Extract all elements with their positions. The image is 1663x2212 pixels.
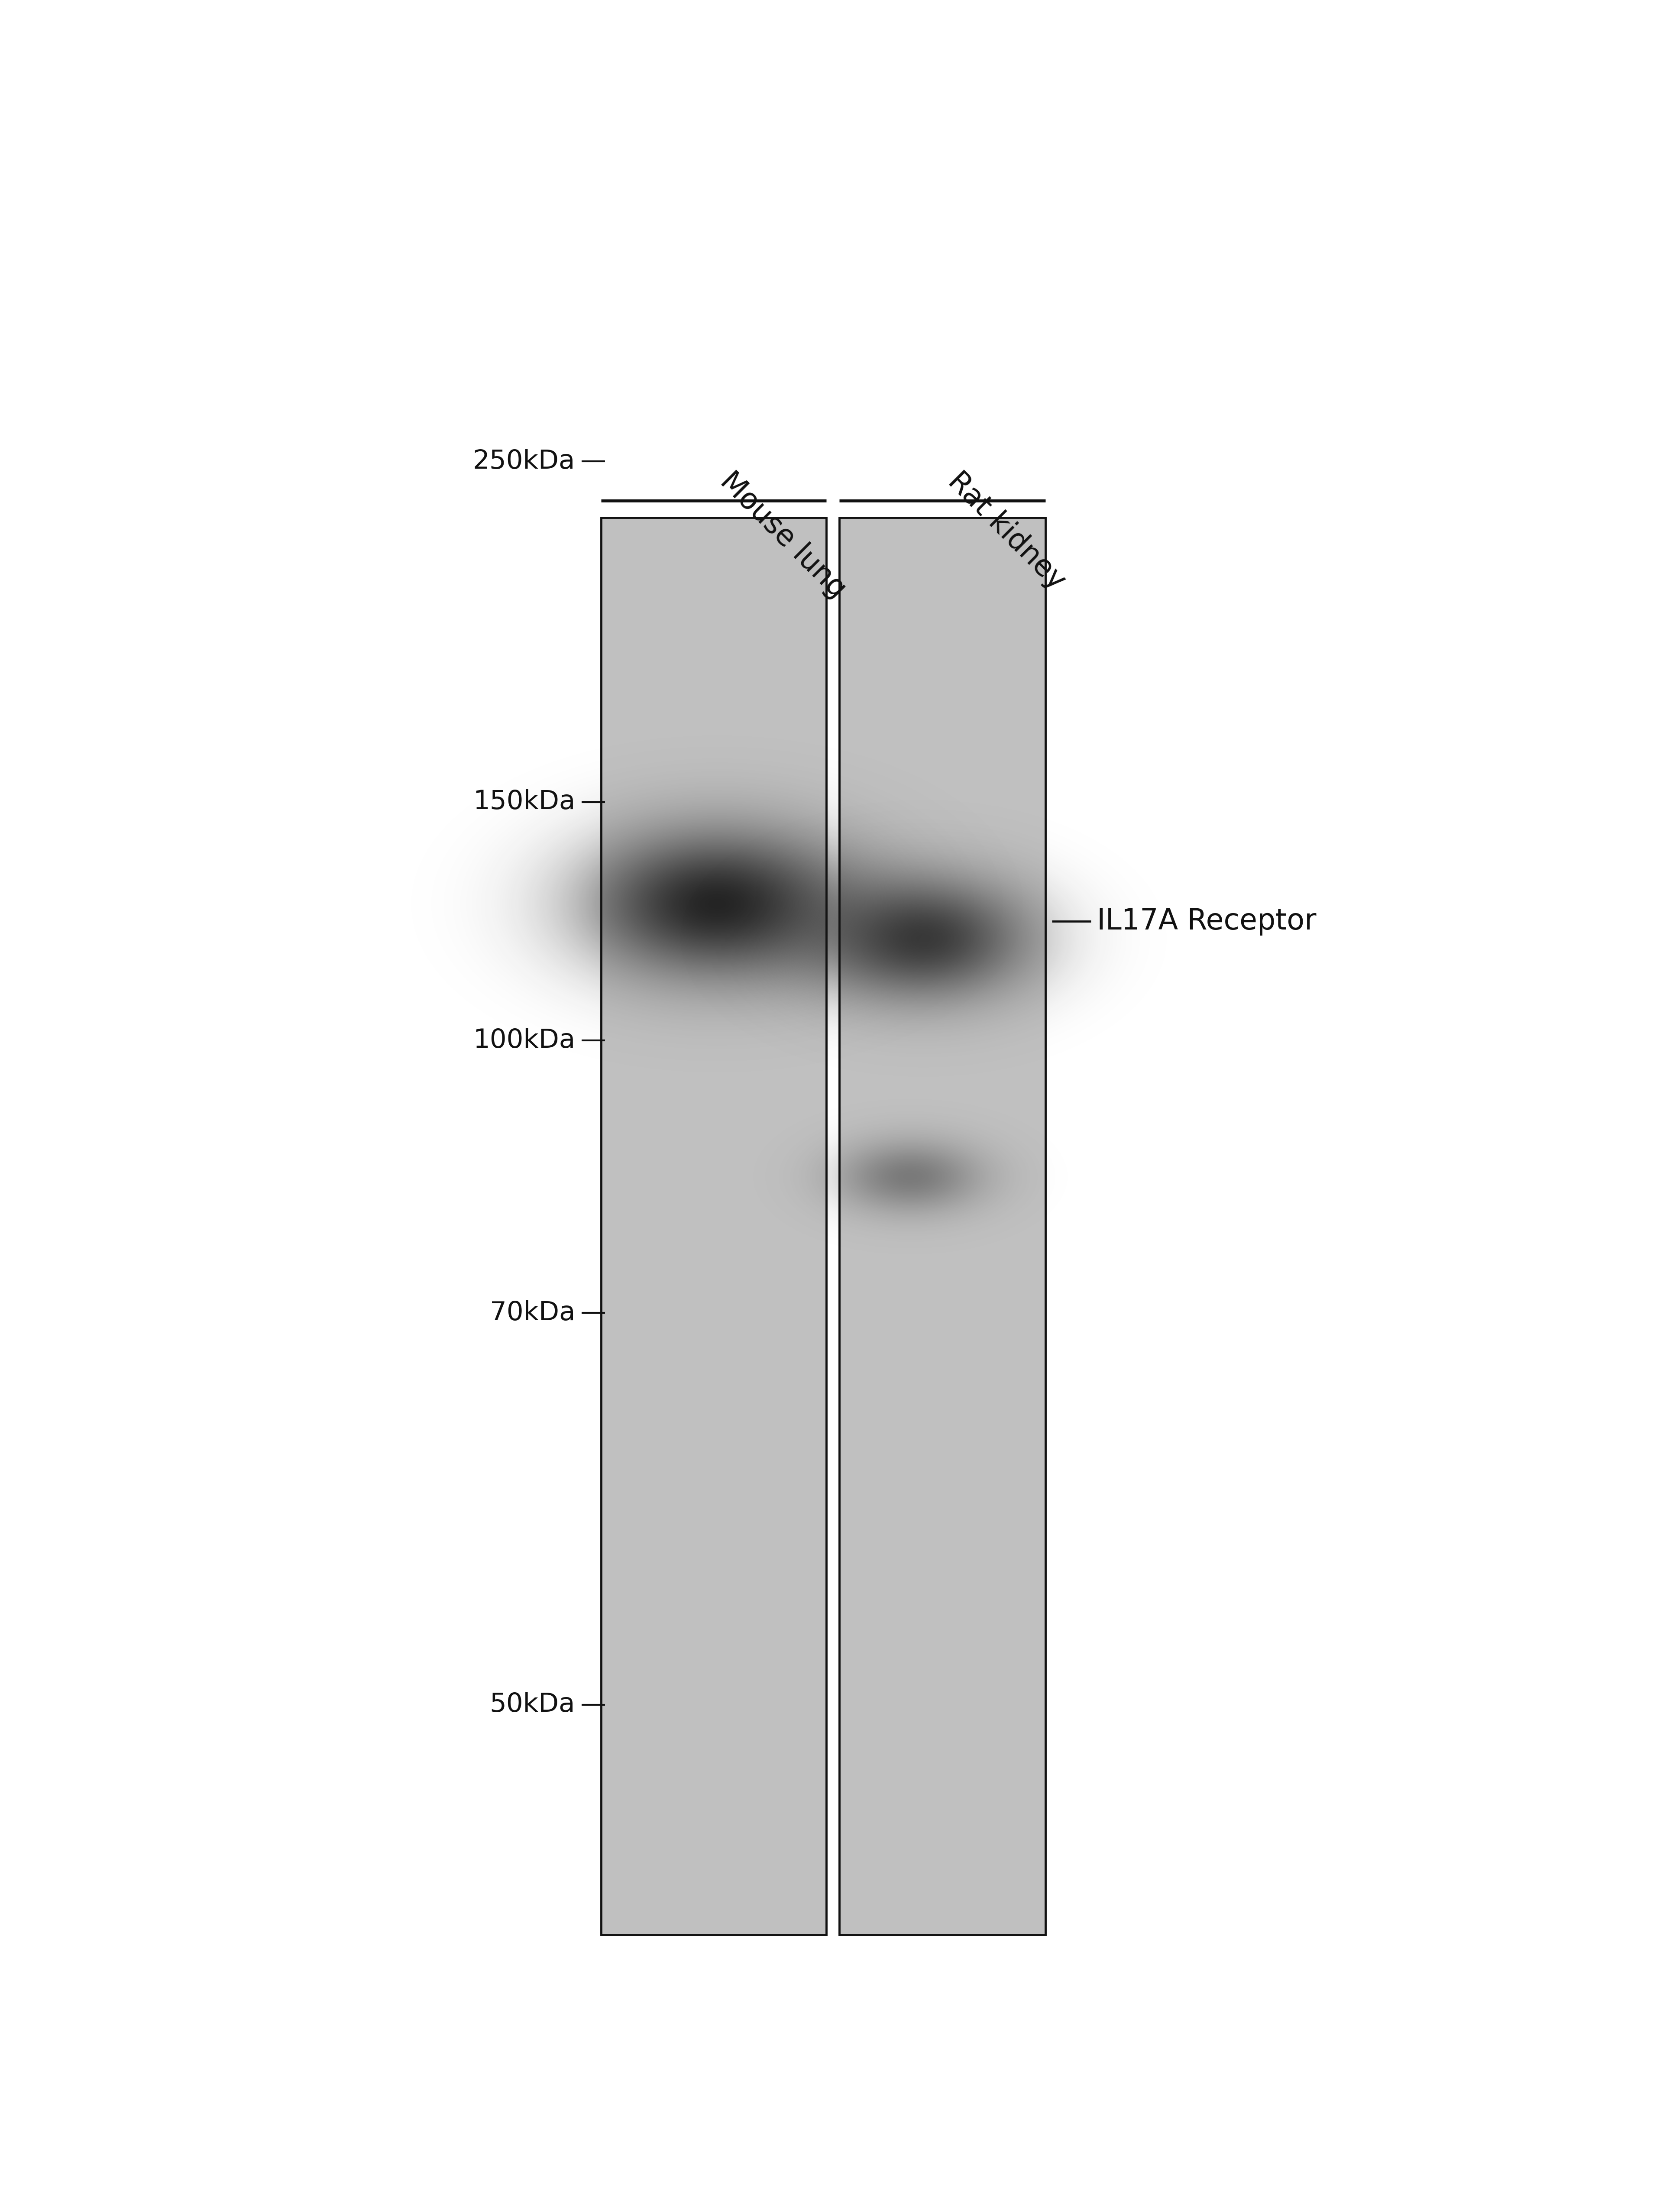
Bar — [840, 518, 1046, 1936]
Text: 50kDa: 50kDa — [489, 1692, 575, 1717]
Text: 150kDa: 150kDa — [472, 790, 575, 814]
Text: IL17A Receptor: IL17A Receptor — [1098, 907, 1317, 936]
Text: 100kDa: 100kDa — [472, 1029, 575, 1053]
Text: 70kDa: 70kDa — [489, 1301, 575, 1325]
Text: Rat kidney: Rat kidney — [943, 467, 1071, 595]
Text: Mouse lung: Mouse lung — [715, 467, 851, 604]
Text: 250kDa: 250kDa — [472, 449, 575, 473]
Bar — [600, 518, 827, 1936]
